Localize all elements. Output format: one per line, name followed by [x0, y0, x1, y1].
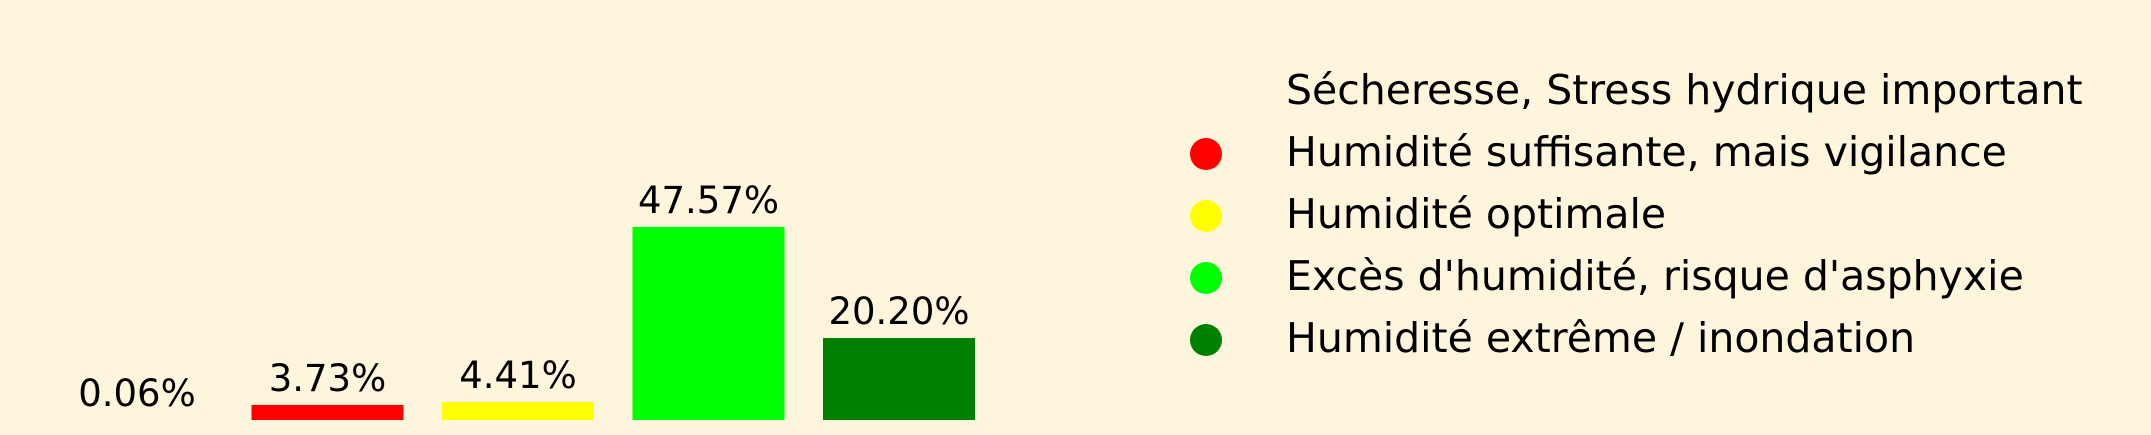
legend-label: Humidité optimale — [1286, 190, 1667, 238]
legend-item: Humidité suffisante, mais vigilance — [1190, 122, 2140, 184]
legend-label: Sécheresse, Stress hydrique important — [1286, 66, 2083, 114]
legend-label: Humidité extrême / inondation — [1286, 314, 1916, 362]
legend-marker — [1190, 76, 1222, 108]
legend-item: Excès d'humidité, risque d'asphyxie — [1190, 246, 2140, 308]
legend-marker — [1190, 200, 1222, 232]
legend-item: Sécheresse, Stress hydrique important — [1190, 60, 2140, 122]
legend-label: Excès d'humidité, risque d'asphyxie — [1286, 252, 2024, 300]
bar — [632, 227, 785, 420]
bar-value-label: 0.06% — [78, 372, 196, 415]
bar-value-label: 47.57% — [638, 179, 779, 222]
legend-marker — [1190, 324, 1222, 356]
legend-item: Humidité extrême / inondation — [1190, 308, 2140, 370]
bar — [442, 402, 594, 420]
bar-chart: 0.06% 3.73% 4.41% 47.57% 20.20% — [78, 179, 975, 420]
bar — [823, 338, 975, 420]
legend-marker — [1190, 262, 1222, 294]
bar — [251, 404, 404, 420]
legend-item: Humidité optimale — [1190, 184, 2140, 246]
legend-marker — [1190, 138, 1222, 170]
bar-value-label: 4.41% — [459, 354, 577, 397]
legend-label: Humidité suffisante, mais vigilance — [1286, 128, 2007, 176]
bar-value-label: 3.73% — [269, 357, 387, 400]
legend: Sécheresse, Stress hydrique important Hu… — [1190, 60, 2140, 370]
bar-value-label: 20.20% — [828, 290, 969, 333]
